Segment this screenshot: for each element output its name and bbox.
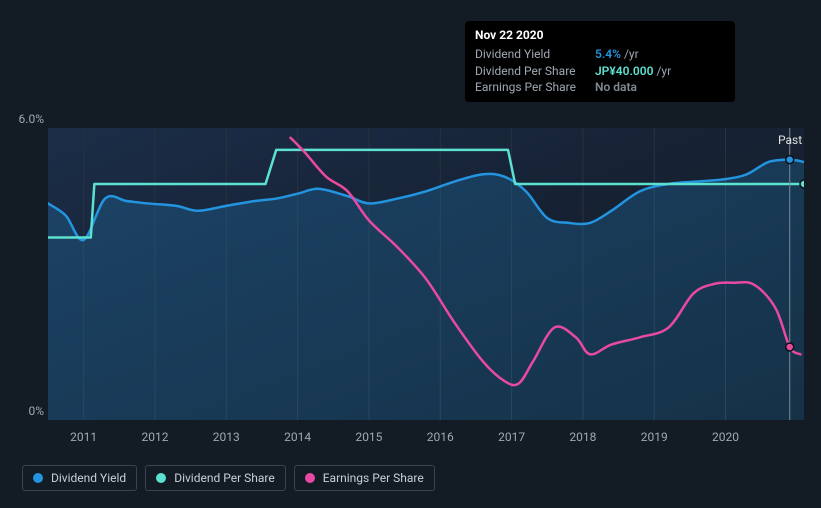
y-axis-label: 6.0% — [0, 112, 44, 126]
legend-item[interactable]: Dividend Per Share — [145, 465, 286, 491]
x-axis-label: 2017 — [498, 430, 525, 444]
x-axis-label: 2019 — [641, 430, 668, 444]
tooltip-value: No data — [595, 79, 637, 96]
x-axis-label: 2014 — [284, 430, 311, 444]
legend-swatch-icon — [33, 473, 43, 483]
x-axis-label: 2012 — [141, 430, 168, 444]
tooltip-label: Dividend Yield — [475, 46, 595, 63]
tooltip-label: Earnings Per Share — [475, 79, 595, 96]
legend-label: Dividend Per Share — [174, 471, 275, 485]
tooltip-row: Dividend Yield5.4% /yr — [475, 46, 725, 63]
tooltip-date: Nov 22 2020 — [475, 27, 725, 44]
chart-legend: Dividend Yield Dividend Per Share Earnings… — [22, 465, 435, 491]
x-axis-label: 2015 — [355, 430, 382, 444]
x-axis-label: 2018 — [569, 430, 596, 444]
past-label: Past — [774, 131, 806, 149]
legend-swatch-icon — [305, 473, 315, 483]
dividend-chart — [48, 128, 804, 420]
tooltip-value: 5.4% /yr — [595, 46, 639, 63]
tooltip-value: JP¥40.000 /yr — [595, 63, 671, 80]
x-axis-label: 2013 — [213, 430, 240, 444]
tooltip-label: Dividend Per Share — [475, 63, 595, 80]
legend-label: Dividend Yield — [51, 471, 126, 485]
legend-swatch-icon — [156, 473, 166, 483]
x-axis-label: 2011 — [70, 430, 97, 444]
x-axis-label: 2016 — [427, 430, 454, 444]
chart-tooltip: Nov 22 2020 Dividend Yield5.4% /yrDivide… — [465, 21, 735, 102]
x-axis-label: 2020 — [712, 430, 739, 444]
tooltip-row: Dividend Per ShareJP¥40.000 /yr — [475, 63, 725, 80]
legend-item[interactable]: Earnings Per Share — [294, 465, 435, 491]
legend-item[interactable]: Dividend Yield — [22, 465, 137, 491]
y-axis-label: 0% — [0, 404, 44, 418]
legend-label: Earnings Per Share — [323, 471, 424, 485]
tooltip-row: Earnings Per ShareNo data — [475, 79, 725, 96]
